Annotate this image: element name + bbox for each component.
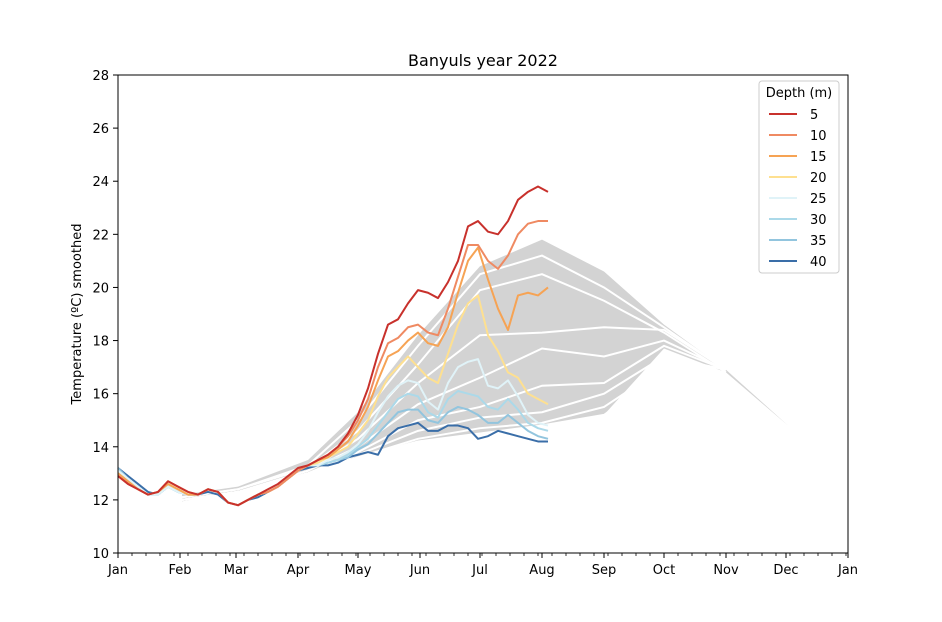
- legend-title: Depth (m): [766, 86, 833, 101]
- y-axis-label: Temperature (ºC) smoothed: [70, 224, 85, 406]
- x-tick-label: Jan: [837, 563, 858, 578]
- climatology-envelope: [182, 239, 788, 503]
- legend-box: [758, 80, 840, 274]
- y-tick-label: 22: [92, 228, 109, 243]
- climatology-line: [181, 371, 726, 504]
- x-tick-label: Jan: [107, 563, 128, 578]
- series-line-5m: [117, 185, 549, 507]
- y-tick-label: 28: [92, 69, 109, 84]
- legend-label-20m: 20: [810, 171, 827, 186]
- y-tick-label: 12: [92, 494, 109, 509]
- climatology-line: [181, 339, 727, 501]
- x-tick-label: Nov: [713, 563, 739, 578]
- legend-label-25m: 25: [810, 192, 827, 207]
- x-tick-label: Oct: [653, 563, 675, 578]
- x-tick-label: Jul: [471, 563, 488, 578]
- x-tick-label: Dec: [773, 563, 798, 578]
- climatology-line: [181, 254, 727, 499]
- y-tick-label: 14: [92, 441, 109, 456]
- x-tick-label: Sep: [592, 563, 617, 578]
- x-tick-label: Jun: [409, 563, 430, 578]
- series-line-15m: [117, 246, 549, 507]
- y-tick-label: 16: [92, 388, 109, 403]
- x-tick-label: Apr: [287, 563, 310, 578]
- y-tick-label: 20: [92, 281, 109, 296]
- x-tick-label: Aug: [529, 563, 554, 578]
- legend-label-5m: 5: [810, 108, 818, 123]
- legend-label-35m: 35: [810, 234, 827, 249]
- x-tick-label: Mar: [224, 563, 249, 578]
- legend-label-15m: 15: [810, 150, 827, 165]
- x-tick-label: May: [345, 563, 372, 578]
- legend-label-40m: 40: [810, 255, 827, 270]
- chart-title: Banyuls year 2022: [408, 51, 558, 70]
- y-tick-label: 18: [92, 335, 109, 350]
- x-tick-label: Feb: [168, 563, 191, 578]
- plot-frame: [117, 74, 849, 554]
- y-tick-label: 24: [92, 175, 109, 190]
- y-tick-label: 10: [92, 547, 109, 562]
- y-tick-label: 26: [92, 122, 109, 137]
- legend-label-10m: 10: [810, 129, 827, 144]
- legend-label-30m: 30: [810, 213, 827, 228]
